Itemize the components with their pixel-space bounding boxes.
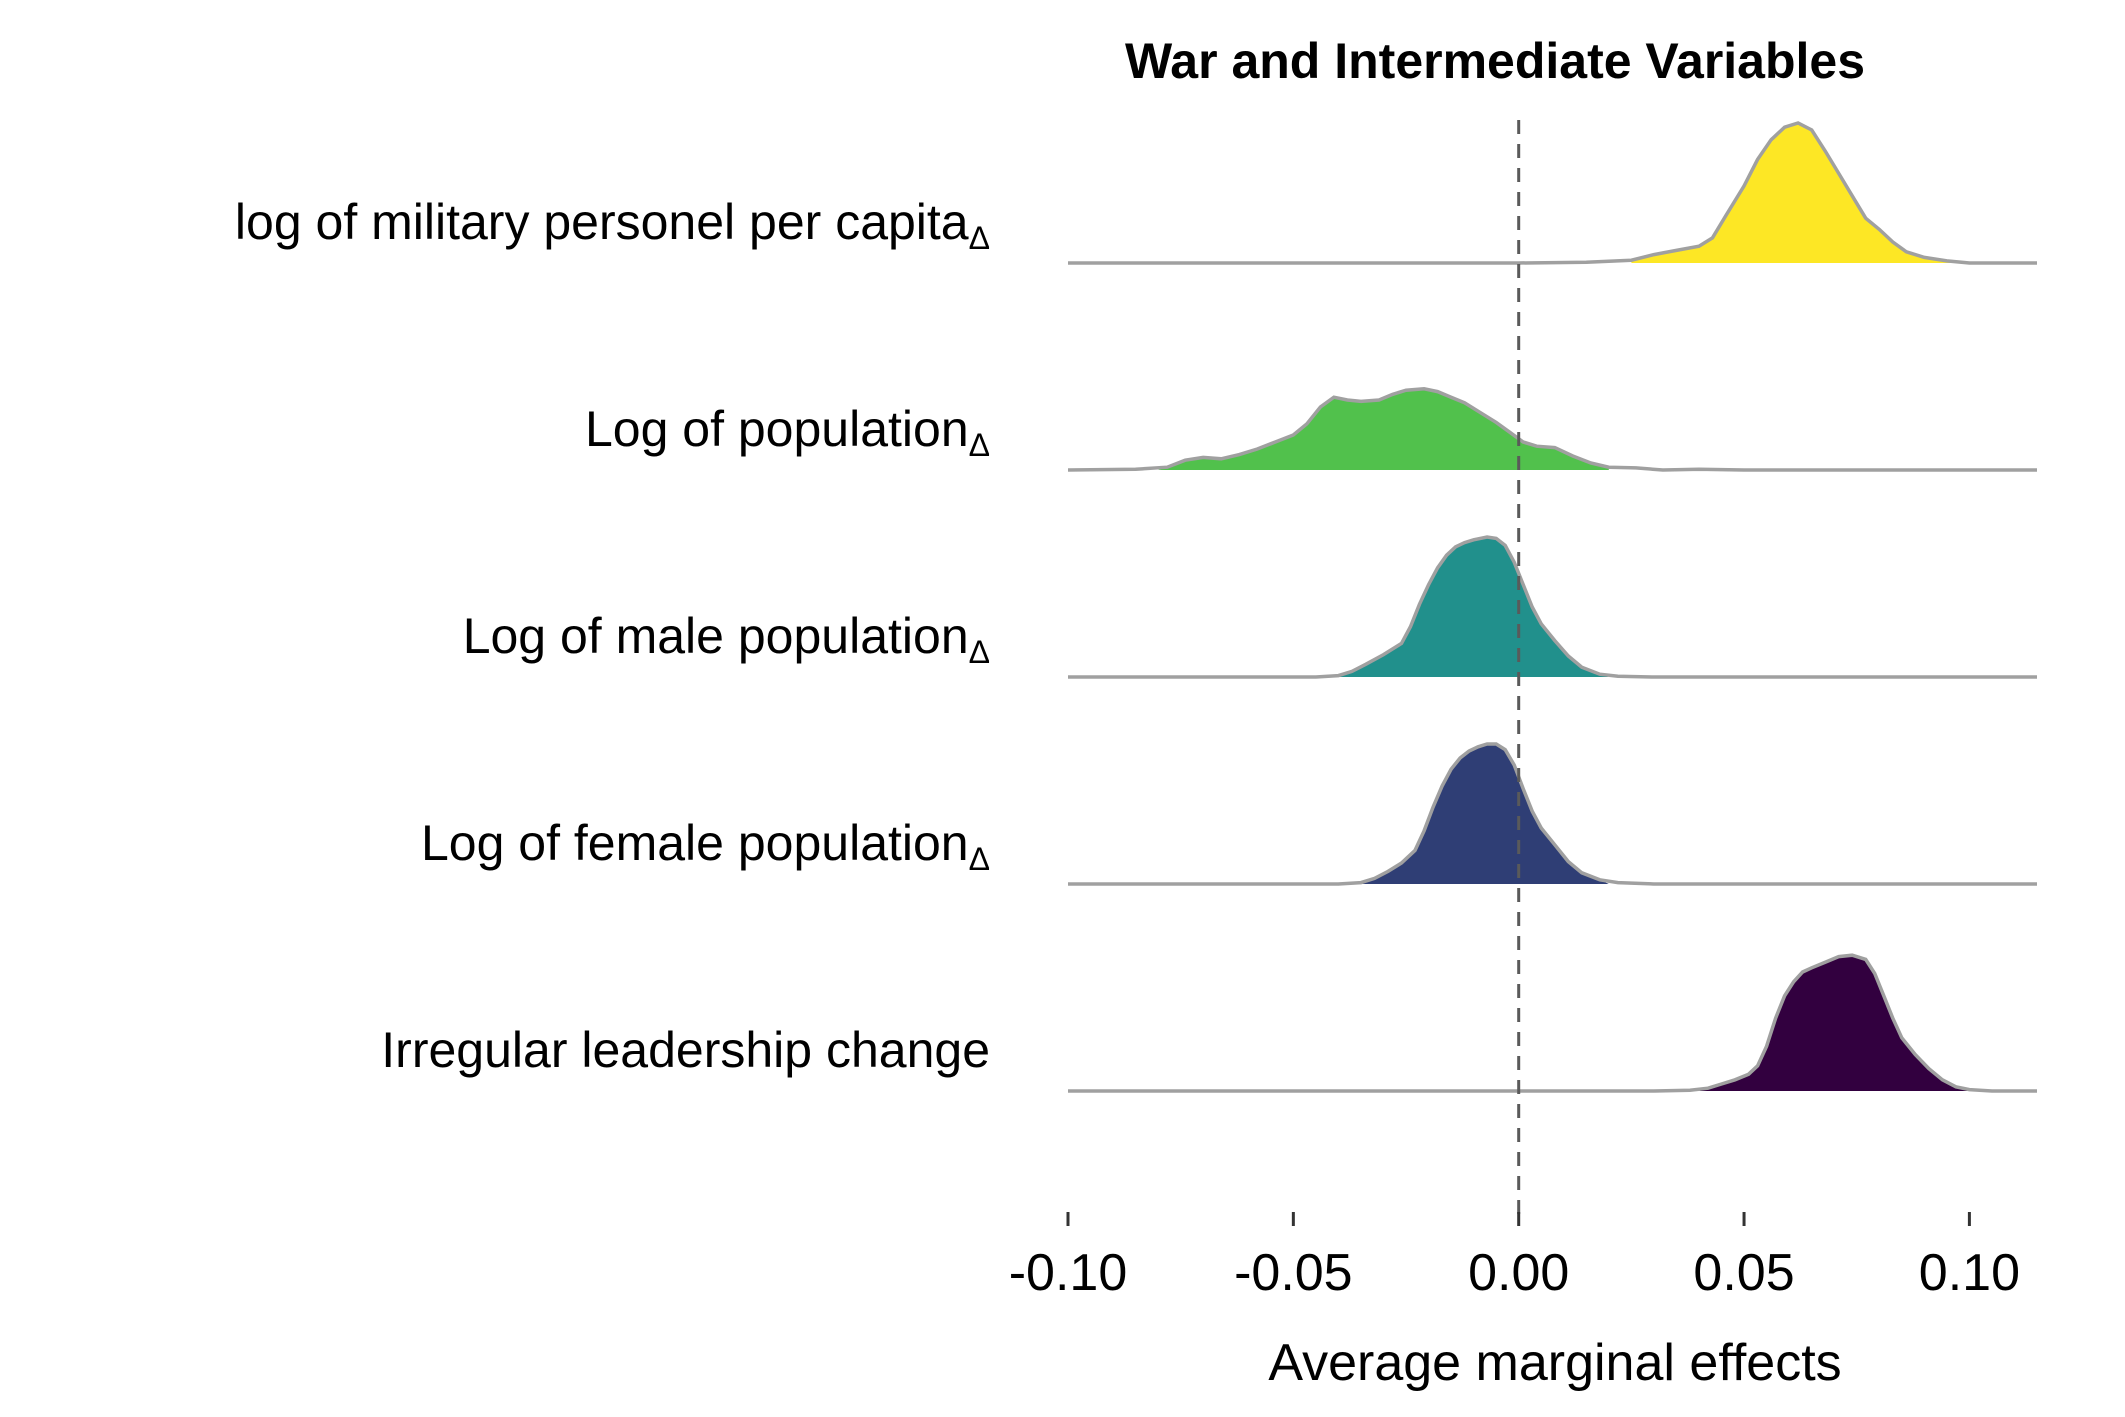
y-label-1: Log of populationΔ: [585, 401, 990, 463]
ridge-fill-4: [1699, 955, 1970, 1091]
x-tick-label-2: 0.00: [1468, 1244, 1569, 1302]
y-axis-labels: log of military personel per capitaΔLog …: [235, 194, 990, 1078]
ridge-0: [1068, 121, 2037, 265]
ridge-outline-2: [1068, 535, 2037, 679]
y-label-text-1: Log of population: [585, 401, 969, 457]
y-label-subscript-0: Δ: [969, 220, 990, 256]
y-label-subscript-1: Δ: [969, 427, 990, 463]
x-tick-label-3: 0.05: [1693, 1244, 1794, 1302]
ridge-fill-1: [1158, 388, 1609, 470]
y-label-3: Log of female populationΔ: [421, 815, 990, 877]
y-label-subscript-3: Δ: [969, 841, 990, 877]
x-tick-label-0: -0.10: [1009, 1244, 1128, 1302]
y-label-text-3: Log of female population: [421, 815, 969, 871]
ridge-outline-1: [1067, 387, 2037, 472]
ridge-fill-3: [1361, 744, 1609, 884]
ridge-outline-3: [1068, 742, 2037, 886]
y-label-2: Log of male populationΔ: [463, 608, 990, 670]
ridge-fill-0: [1631, 123, 1970, 263]
y-label-text-2: Log of male population: [463, 608, 969, 664]
ridge-2: [1068, 535, 2037, 679]
x-tick-label-1: -0.05: [1234, 1244, 1353, 1302]
y-label-text-4: Irregular leadership change: [381, 1022, 990, 1078]
ridge-4: [1068, 953, 2037, 1093]
y-label-4: Irregular leadership change: [381, 1022, 990, 1078]
y-label-0: log of military personel per capitaΔ: [235, 194, 990, 256]
ridge-outline-0: [1068, 121, 2037, 265]
ridge-3: [1068, 742, 2037, 886]
ridges: [1067, 121, 2037, 1093]
y-label-subscript-2: Δ: [969, 634, 990, 670]
ridge-outline-4: [1068, 953, 2037, 1093]
x-axis-label: Average marginal effects: [1268, 1334, 1841, 1392]
x-axis: -0.10 -0.05 0.00 0.05 0.10: [1009, 1212, 2020, 1302]
ridge-1: [1067, 387, 2037, 472]
chart-title: War and Intermediate Variables: [1125, 33, 1865, 89]
y-label-text-0: log of military personel per capita: [235, 194, 969, 250]
ridge-fill-2: [1338, 537, 1609, 677]
x-tick-label-4: 0.10: [1919, 1244, 2020, 1302]
